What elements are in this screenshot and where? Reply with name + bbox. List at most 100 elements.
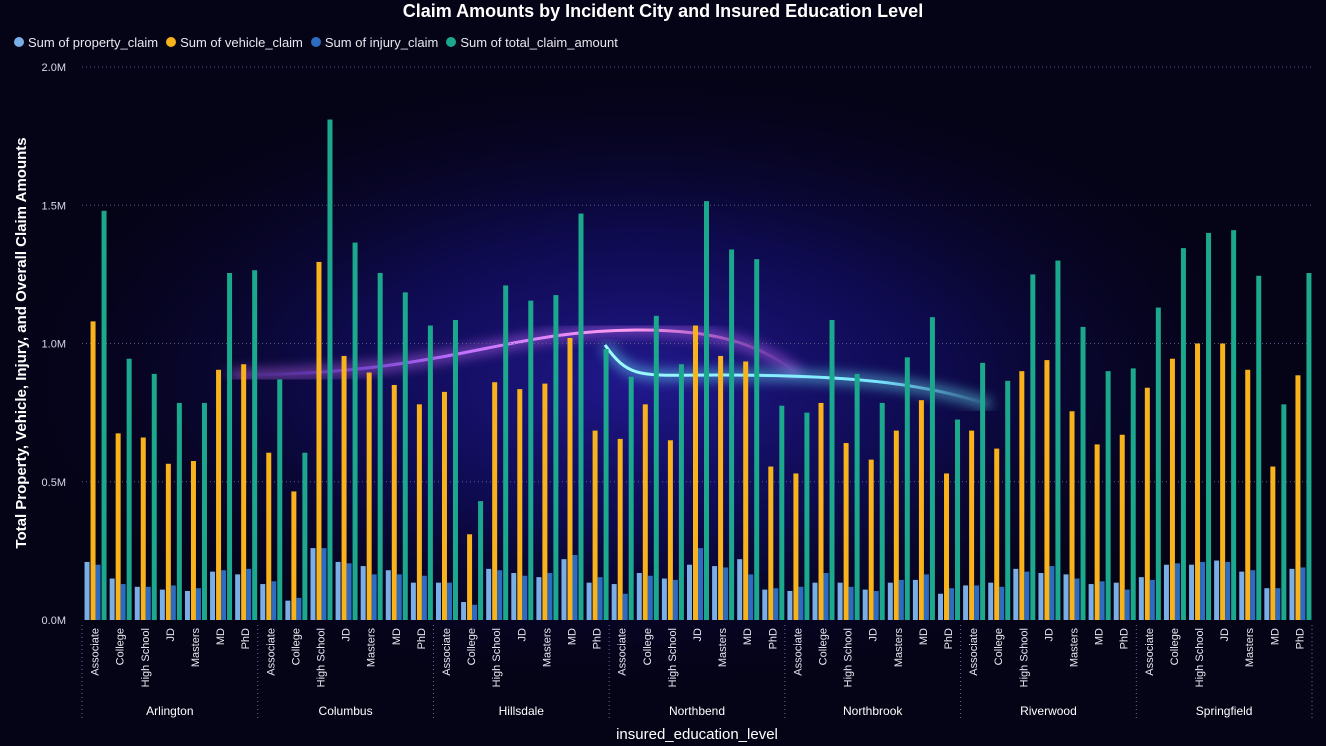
bar-sum-of-total-claim-amount[interactable] [678, 364, 684, 620]
bar-sum-of-property-claim[interactable] [184, 590, 190, 620]
bar-sum-of-property-claim[interactable] [862, 589, 868, 620]
bar-sum-of-injury-claim[interactable] [1124, 589, 1130, 620]
bar-sum-of-total-claim-amount[interactable] [904, 357, 910, 620]
bar-sum-of-vehicle-claim[interactable] [1044, 360, 1050, 620]
bar-sum-of-injury-claim[interactable] [1099, 581, 1105, 620]
bar-sum-of-property-claim[interactable] [712, 566, 718, 620]
bar-sum-of-total-claim-amount[interactable] [1030, 274, 1036, 621]
bar-sum-of-injury-claim[interactable] [522, 575, 528, 620]
bar-sum-of-property-claim[interactable] [536, 577, 542, 620]
bar-sum-of-total-claim-amount[interactable] [578, 213, 584, 621]
bar-sum-of-total-claim-amount[interactable] [327, 119, 333, 620]
bar-sum-of-total-claim-amount[interactable] [854, 373, 860, 620]
bar-sum-of-injury-claim[interactable] [296, 597, 302, 620]
bar-sum-of-total-claim-amount[interactable] [980, 362, 986, 620]
bar-sum-of-vehicle-claim[interactable] [617, 438, 623, 620]
legend-item[interactable]: Sum of vehicle_claim [166, 35, 303, 50]
legend-item[interactable]: Sum of property_claim [14, 35, 158, 50]
bar-sum-of-total-claim-amount[interactable] [227, 272, 233, 620]
bar-sum-of-property-claim[interactable] [737, 559, 743, 620]
bar-sum-of-total-claim-amount[interactable] [452, 320, 458, 620]
bar-sum-of-property-claim[interactable] [235, 574, 241, 620]
bar-sum-of-vehicle-claim[interactable] [391, 384, 397, 620]
bar-sum-of-injury-claim[interactable] [1200, 561, 1206, 620]
bar-sum-of-vehicle-claim[interactable] [743, 361, 749, 620]
bar-sum-of-injury-claim[interactable] [1275, 588, 1281, 620]
bar-sum-of-property-claim[interactable] [1239, 571, 1245, 620]
bar-sum-of-injury-claim[interactable] [949, 588, 955, 620]
bar-sum-of-injury-claim[interactable] [497, 570, 503, 620]
bar-sum-of-injury-claim[interactable] [271, 581, 277, 620]
bar-sum-of-injury-claim[interactable] [1225, 561, 1231, 620]
bar-sum-of-total-claim-amount[interactable] [603, 349, 609, 620]
bar-sum-of-property-claim[interactable] [486, 568, 492, 620]
bar-sum-of-property-claim[interactable] [1088, 584, 1094, 620]
bar-sum-of-vehicle-claim[interactable] [693, 325, 698, 620]
bar-sum-of-property-claim[interactable] [1289, 568, 1295, 620]
bar-sum-of-injury-claim[interactable] [547, 573, 553, 620]
bar-sum-of-injury-claim[interactable] [1300, 567, 1306, 620]
bar-sum-of-property-claim[interactable] [787, 590, 793, 620]
bar-sum-of-vehicle-claim[interactable] [115, 433, 121, 620]
bar-sum-of-property-claim[interactable] [1038, 573, 1044, 620]
bar-sum-of-injury-claim[interactable] [848, 586, 854, 620]
bar-sum-of-vehicle-claim[interactable] [818, 402, 824, 620]
bar-sum-of-injury-claim[interactable] [246, 568, 252, 620]
bar-sum-of-vehicle-claim[interactable] [718, 355, 724, 620]
bar-sum-of-total-claim-amount[interactable] [653, 315, 659, 620]
bar-sum-of-injury-claim[interactable] [95, 564, 101, 620]
bar-sum-of-property-claim[interactable] [461, 602, 467, 620]
bar-sum-of-property-claim[interactable] [410, 582, 416, 620]
bar-sum-of-injury-claim[interactable] [195, 588, 201, 620]
bar-sum-of-total-claim-amount[interactable] [1155, 307, 1161, 620]
bar-sum-of-total-claim-amount[interactable] [628, 376, 634, 620]
bar-sum-of-vehicle-claim[interactable] [969, 430, 975, 620]
bar-sum-of-property-claim[interactable] [988, 582, 994, 620]
bar-sum-of-vehicle-claim[interactable] [667, 440, 673, 620]
bar-sum-of-vehicle-claim[interactable] [793, 473, 799, 620]
bar-sum-of-property-claim[interactable] [963, 585, 969, 620]
bar-sum-of-total-claim-amount[interactable] [377, 272, 383, 620]
bar-sum-of-property-claim[interactable] [385, 570, 391, 620]
bar-sum-of-property-claim[interactable] [435, 582, 441, 620]
bar-sum-of-property-claim[interactable] [360, 566, 366, 620]
bar-sum-of-vehicle-claim[interactable] [467, 534, 473, 620]
bar-sum-of-total-claim-amount[interactable] [101, 210, 107, 620]
bar-sum-of-property-claim[interactable] [1113, 582, 1119, 620]
bar-sum-of-vehicle-claim[interactable] [441, 391, 447, 620]
bar-sum-of-property-claim[interactable] [1264, 588, 1270, 620]
bar-sum-of-property-claim[interactable] [109, 578, 115, 620]
bar-sum-of-property-claim[interactable] [837, 582, 843, 620]
bar-sum-of-property-claim[interactable] [1013, 568, 1019, 620]
bar-sum-of-injury-claim[interactable] [120, 584, 126, 620]
bar-sum-of-injury-claim[interactable] [672, 579, 678, 620]
bar-sum-of-property-claim[interactable] [335, 561, 341, 620]
bar-sum-of-injury-claim[interactable] [145, 586, 151, 620]
bar-sum-of-injury-claim[interactable] [421, 575, 427, 620]
bar-sum-of-vehicle-claim[interactable] [90, 321, 96, 620]
bar-sum-of-property-claim[interactable] [310, 548, 316, 620]
bar-sum-of-vehicle-claim[interactable] [1220, 343, 1226, 621]
bar-sum-of-property-claim[interactable] [1189, 564, 1195, 620]
bar-sum-of-total-claim-amount[interactable] [829, 320, 835, 620]
bar-sum-of-property-claim[interactable] [887, 582, 893, 620]
bar-sum-of-vehicle-claim[interactable] [1270, 466, 1276, 620]
bar-sum-of-total-claim-amount[interactable] [1180, 248, 1186, 621]
legend[interactable]: Sum of property_claim Sum of vehicle_clai… [14, 33, 626, 51]
bar-sum-of-injury-claim[interactable] [999, 586, 1005, 620]
bar-sum-of-vehicle-claim[interactable] [140, 437, 146, 620]
bar-sum-of-injury-claim[interactable] [221, 570, 227, 620]
bar-sum-of-total-claim-amount[interactable] [1231, 230, 1237, 620]
bar-sum-of-injury-claim[interactable] [823, 573, 829, 620]
bar-sum-of-property-claim[interactable] [1138, 577, 1144, 620]
bar-sum-of-property-claim[interactable] [159, 589, 165, 620]
bar-sum-of-vehicle-claim[interactable] [517, 389, 523, 620]
bar-sum-of-property-claim[interactable] [210, 571, 216, 620]
bar-sum-of-property-claim[interactable] [1214, 560, 1220, 620]
bar-sum-of-vehicle-claim[interactable] [542, 383, 548, 620]
bar-sum-of-injury-claim[interactable] [898, 579, 904, 620]
bar-sum-of-property-claim[interactable] [285, 600, 291, 620]
bar-sum-of-vehicle-claim[interactable] [1195, 343, 1201, 621]
bar-sum-of-total-claim-amount[interactable] [804, 412, 810, 621]
bar-sum-of-injury-claim[interactable] [1174, 563, 1180, 620]
